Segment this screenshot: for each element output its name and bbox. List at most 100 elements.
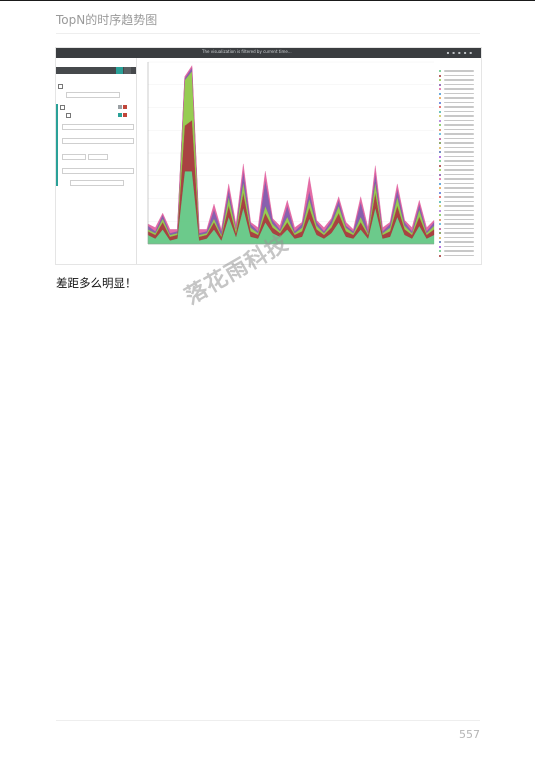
split-toggle[interactable] [118,113,122,117]
legend-item[interactable] [439,150,481,154]
legend-swatch [439,164,442,167]
body-caption: 差距多么明显！ [56,276,137,290]
legend-label-placeholder [444,191,474,194]
size-input[interactable] [88,154,108,160]
legend-item[interactable] [439,87,481,91]
legend-label-placeholder [444,83,474,86]
apply-button[interactable] [116,67,123,74]
legend-item[interactable] [439,101,481,105]
screenshot-title-text: The visualization is filtered by current… [202,49,292,54]
sub-aggregation-select[interactable] [62,124,134,130]
legend-label-placeholder [444,214,474,216]
bucket-remove[interactable] [123,105,127,109]
legend-swatch [439,142,442,145]
legend-label-placeholder [444,119,474,122]
legend-item[interactable] [439,128,481,132]
legend-label-placeholder [444,151,474,153]
legend-item[interactable] [439,227,481,231]
legend-swatch [439,133,442,136]
page-header-title: TopN的时序趋势图 [56,13,158,27]
legend-swatch [439,155,442,158]
legend-item[interactable] [439,132,481,136]
legend-item[interactable] [439,236,481,240]
legend-item[interactable] [439,213,481,217]
add-sub-buckets-button[interactable] [70,180,124,186]
order-select[interactable] [62,154,86,160]
legend-item[interactable] [439,155,481,159]
legend-swatch [439,169,442,172]
page-number: 557 [459,728,480,741]
legend-item[interactable] [439,69,481,73]
legend-swatch [439,79,442,82]
discard-button[interactable] [124,67,131,74]
legend-label-placeholder [444,110,474,113]
legend-item[interactable] [439,249,481,253]
legend-item[interactable] [439,231,481,235]
legend-item[interactable] [439,141,481,145]
split-remove[interactable] [123,113,127,117]
legend-item[interactable] [439,222,481,226]
x-axis-checkbox[interactable] [60,105,65,110]
screenshot-title-bar: The visualization is filtered by current… [56,48,481,58]
legend-swatch [439,110,442,113]
legend-item[interactable] [439,92,481,96]
legend-item[interactable] [439,159,481,163]
legend-item[interactable] [439,182,481,186]
legend-label-placeholder [444,227,474,230]
toolbar-icons: ▪▪▪▪▪ [446,50,475,55]
legend-swatch [439,196,442,199]
legend-item[interactable] [439,110,481,114]
legend-swatch [439,70,442,73]
metric-checkbox[interactable] [58,84,63,89]
legend-item[interactable] [439,191,481,195]
legend-item[interactable] [439,177,481,181]
legend-item[interactable] [439,137,481,141]
metric-add-button[interactable] [66,92,120,98]
legend-item[interactable] [439,83,481,87]
legend-item[interactable] [439,218,481,222]
legend-item[interactable] [439,204,481,208]
legend-item[interactable] [439,119,481,123]
legend-swatch [439,124,442,127]
bucket-toggle[interactable] [118,105,122,109]
legend-item[interactable] [439,105,481,109]
legend-swatch [439,200,442,203]
area-series-5 [147,65,435,234]
legend-item[interactable] [439,186,481,190]
legend-item[interactable] [439,200,481,204]
legend-swatch [439,115,442,118]
legend-label-placeholder [444,106,474,108]
legend-label-placeholder [444,160,474,162]
legend-label-placeholder [444,133,474,135]
field-select[interactable] [62,138,134,144]
legend-label-placeholder [444,142,474,144]
legend-item[interactable] [439,74,481,78]
split-area-checkbox[interactable] [66,113,71,118]
legend-item[interactable] [439,123,481,127]
legend-swatch [439,137,442,140]
legend-item[interactable] [439,168,481,172]
legend-item[interactable] [439,96,481,100]
legend-label-placeholder [444,70,474,72]
legend-item[interactable] [439,164,481,168]
legend-item[interactable] [439,209,481,213]
legend-label-placeholder [444,178,474,180]
legend-swatch [439,205,442,208]
legend-item[interactable] [439,114,481,118]
legend-item[interactable] [439,173,481,177]
legend-label-placeholder [444,254,474,257]
legend-item[interactable] [439,240,481,244]
legend-label-placeholder [444,196,474,198]
legend-item[interactable] [439,78,481,82]
legend-swatch [439,254,442,257]
visualization-sidebar [56,58,137,264]
legend-item[interactable] [439,195,481,199]
footer-divider [56,720,480,721]
buckets-accent-bar [56,104,58,186]
legend-item[interactable] [439,146,481,150]
legend-item[interactable] [439,254,481,258]
order-by-select[interactable] [62,168,134,174]
legend-item[interactable] [439,245,481,249]
legend-label-placeholder [444,182,474,185]
legend-swatch [439,173,442,176]
